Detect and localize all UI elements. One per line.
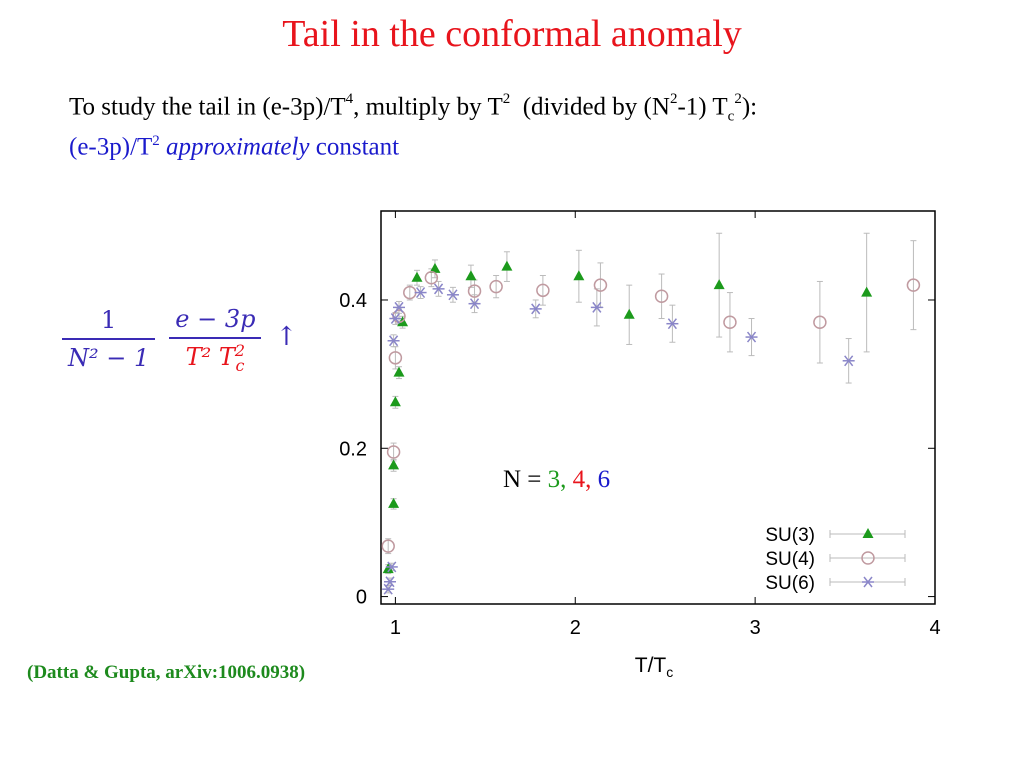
- data-point-su4: [424, 270, 439, 285]
- data-point-su3: [429, 262, 441, 273]
- intro-sub-d: c: [727, 108, 735, 125]
- data-point-su4: [536, 283, 550, 298]
- x-axis-label-main: T/T: [635, 654, 667, 677]
- data-point-su4: [467, 284, 482, 298]
- intro-text-3: (divided by (N: [510, 93, 670, 121]
- constant-italic: approximately: [166, 133, 310, 161]
- data-point-su4: [593, 278, 608, 292]
- data-point-su3: [388, 497, 400, 508]
- data-point-su3: [389, 396, 401, 407]
- data-point-su6: [382, 583, 395, 595]
- data-point-su6: [392, 301, 405, 313]
- intro-sup-b: 2: [502, 91, 511, 107]
- data-point-su3: [713, 279, 725, 290]
- data-point-su6: [666, 318, 679, 330]
- legend-label: SU(3): [765, 525, 815, 546]
- citation: (Datta & Gupta, arXiv:1006.0938): [27, 662, 306, 683]
- constant-text-2: constant: [309, 133, 400, 161]
- error-bars: [385, 232, 917, 594]
- data-point-su3: [388, 459, 400, 470]
- n-annotation: N = 3, 4, 6: [503, 466, 610, 493]
- n-annotation-4: 4: [573, 466, 586, 493]
- up-arrow-icon: ↑: [275, 321, 298, 352]
- formula-right-den-main: T² T: [185, 343, 235, 371]
- intro-line: To study the tail in (e-3p)/T4, multiply…: [69, 91, 758, 125]
- formula-left-fraction: 1 N² − 1: [62, 306, 156, 372]
- plot-ticks: 1 2 3 400.20.4: [339, 211, 941, 639]
- data-point-su3: [393, 366, 405, 377]
- intro-text-5: ):: [741, 93, 758, 121]
- legend-marker: [862, 576, 874, 588]
- data-point-su6: [387, 335, 400, 347]
- data-point-su6: [432, 283, 445, 295]
- data-point-su3: [623, 308, 635, 319]
- y-tick-label: 0.2: [339, 438, 367, 460]
- legend-label: SU(6): [765, 573, 815, 594]
- data-point-su6: [389, 313, 402, 324]
- constant-sup: 2: [152, 133, 160, 149]
- data-point-su4: [906, 278, 921, 292]
- formula-left-denominator: N² − 1: [68, 343, 150, 372]
- data-point-su6: [383, 576, 396, 588]
- x-axis-label: T/Tc: [635, 654, 674, 680]
- constant-text-1: (e-3p)/T: [69, 133, 153, 161]
- y-tick-label: 0.4: [339, 290, 367, 312]
- data-point-su6: [385, 561, 398, 573]
- data-point-su6: [446, 289, 459, 301]
- n-annotation-prefix: N =: [503, 466, 548, 493]
- slide-title: Tail in the conformal anomaly: [282, 13, 742, 55]
- intro-text-1: To study the tail in (e-3p)/T: [69, 93, 346, 121]
- legend-label: SU(4): [765, 549, 815, 570]
- intro-sup-c: 2: [669, 91, 678, 107]
- intro-text-2: , multiply by T: [353, 93, 503, 121]
- data-point-su3: [501, 260, 513, 271]
- n-annotation-sep1: ,: [560, 466, 573, 493]
- x-tick-label: 2: [570, 617, 581, 639]
- x-tick-label: 4: [929, 617, 940, 639]
- x-tick-label: 1: [390, 617, 401, 639]
- data-point-su3: [382, 563, 394, 574]
- data-point-su6: [590, 301, 603, 313]
- data-point-su4: [654, 289, 669, 304]
- data-point-su6: [468, 298, 481, 310]
- formula-right-numerator: e − 3p: [169, 305, 262, 339]
- data-point-su6: [745, 331, 758, 343]
- data-point-su3: [861, 286, 873, 297]
- intro-sup-a: 4: [345, 91, 354, 107]
- formula-right-den-sub: c: [235, 355, 245, 375]
- formula-left-numerator: 1: [62, 306, 156, 340]
- data-point-su3: [573, 270, 585, 281]
- legend: SU(3) SU(4) SU(6): [765, 525, 906, 594]
- legend-marker: [862, 528, 874, 538]
- x-axis-label-sub: c: [666, 664, 673, 680]
- data-point-su3: [465, 270, 477, 281]
- data-point-su4: [813, 315, 827, 329]
- n-annotation-sep2: ,: [585, 466, 598, 493]
- n-annotation-6: 6: [598, 466, 611, 493]
- data-point-su4: [489, 279, 503, 294]
- legend-marker: [861, 551, 875, 565]
- formula-right-den-sup: 2: [234, 341, 246, 361]
- constant-line: (e-3p)/T2 approximately constant: [69, 133, 399, 161]
- data-point-su6: [414, 287, 427, 299]
- intro-text-4: -1) T: [677, 93, 728, 121]
- data-point-su4: [388, 351, 403, 365]
- data-point-su6: [529, 303, 542, 315]
- data-point-su4: [386, 445, 401, 459]
- data-point-su4: [723, 315, 737, 329]
- plot-frame: [380, 210, 936, 605]
- x-tick-label: 3: [750, 617, 761, 639]
- n-annotation-3: 3: [548, 466, 561, 493]
- data-point-su3: [411, 271, 423, 282]
- data-point-su6: [842, 355, 855, 367]
- intro-sup-e: 2: [734, 91, 742, 107]
- data-point-su4: [381, 539, 395, 553]
- data-markers: [381, 260, 921, 595]
- y-tick-label: 0: [356, 587, 367, 609]
